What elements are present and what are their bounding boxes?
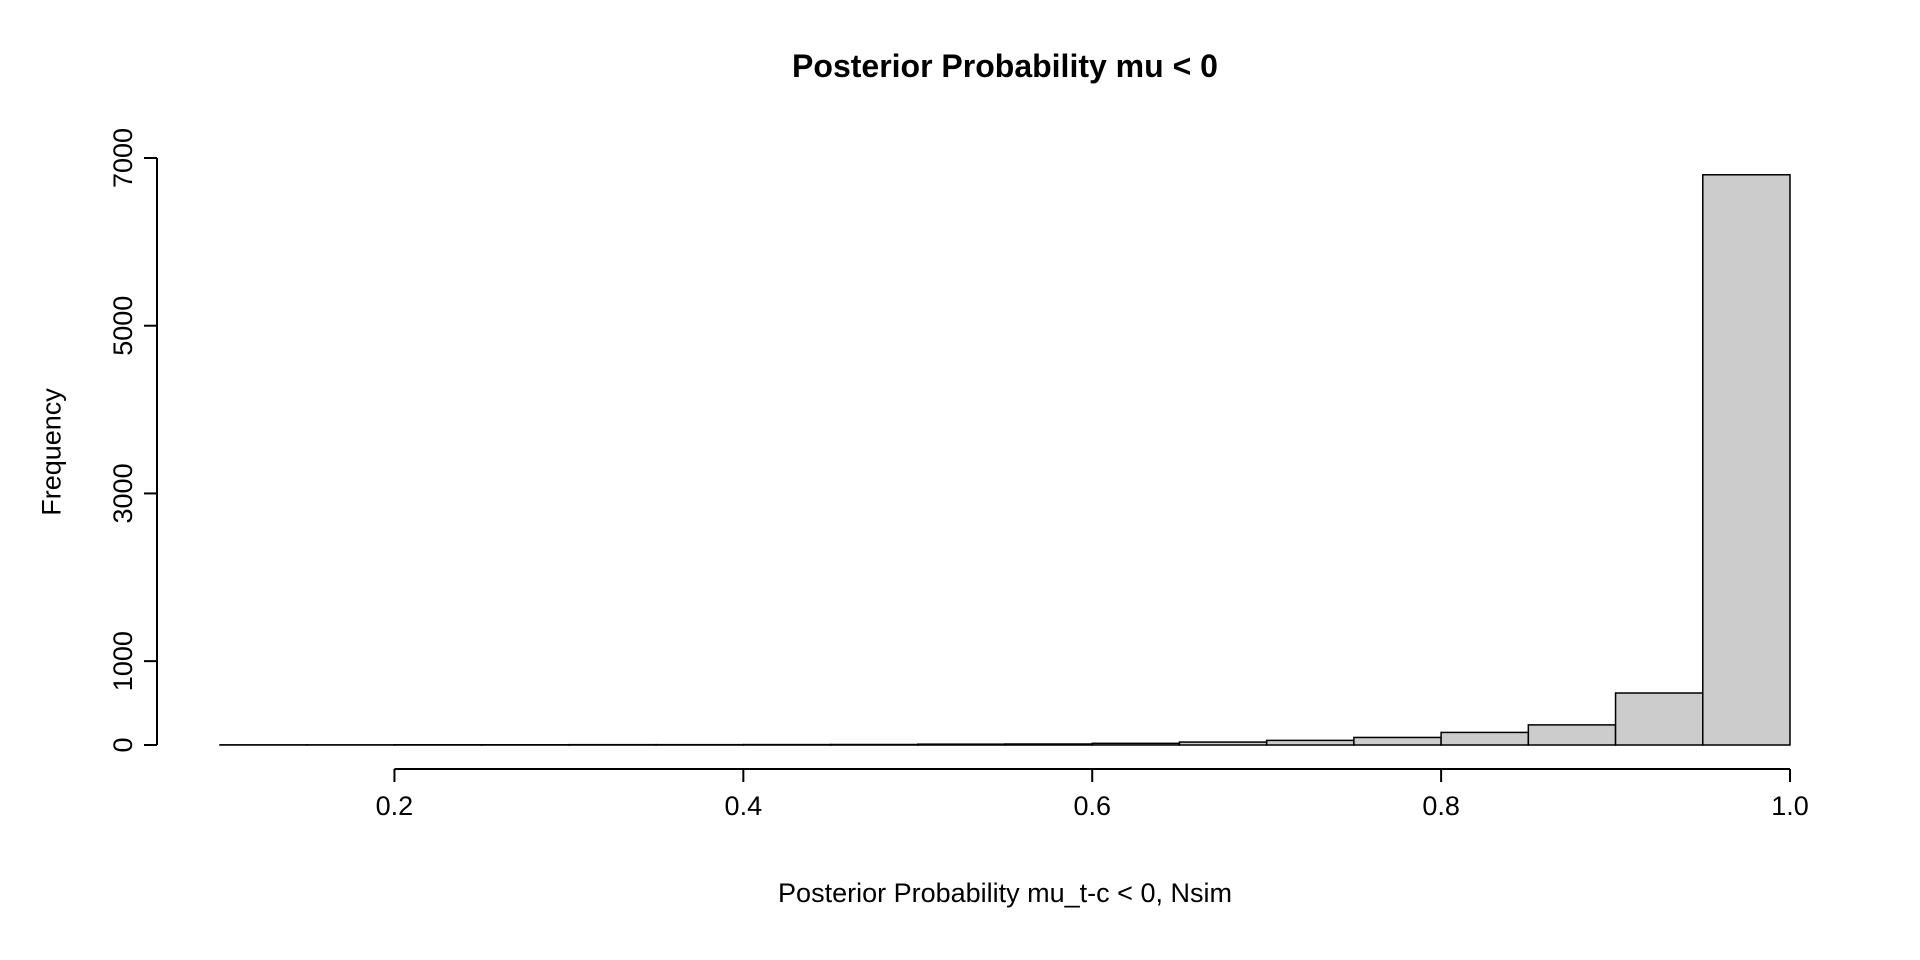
- histogram-bar: [1702, 174, 1791, 746]
- y-tick-label: 1000: [108, 631, 138, 691]
- y-tick-label: 3000: [108, 463, 138, 523]
- x-tick-label: 0.6: [1073, 791, 1111, 821]
- x-axis-label: Posterior Probability mu_t-c < 0, Nsim: [778, 878, 1232, 908]
- y-tick-label: 7000: [108, 128, 138, 188]
- chart-title: Posterior Probability mu < 0: [792, 48, 1218, 84]
- y-tick-label: 5000: [108, 296, 138, 356]
- histogram-bar: [1527, 724, 1617, 746]
- y-tick-label: 0: [108, 737, 138, 752]
- histogram-bar: [1440, 731, 1530, 746]
- histogram-bar: [917, 743, 1006, 746]
- x-tick-label: 0.4: [725, 791, 763, 821]
- x-tick-label: 1.0: [1771, 791, 1809, 821]
- histogram-bar: [829, 743, 919, 746]
- histogram-bar: [1614, 692, 1704, 746]
- y-axis-label: Frequency: [36, 388, 67, 516]
- histogram-bar: [1004, 743, 1093, 746]
- histogram-bar: [1091, 742, 1181, 746]
- histogram-bar: [1265, 739, 1355, 746]
- x-tick-label: 0.8: [1422, 791, 1460, 821]
- x-tick-label: 0.2: [376, 791, 414, 821]
- histogram-bar: [1178, 741, 1268, 746]
- histogram-bar: [1353, 736, 1442, 746]
